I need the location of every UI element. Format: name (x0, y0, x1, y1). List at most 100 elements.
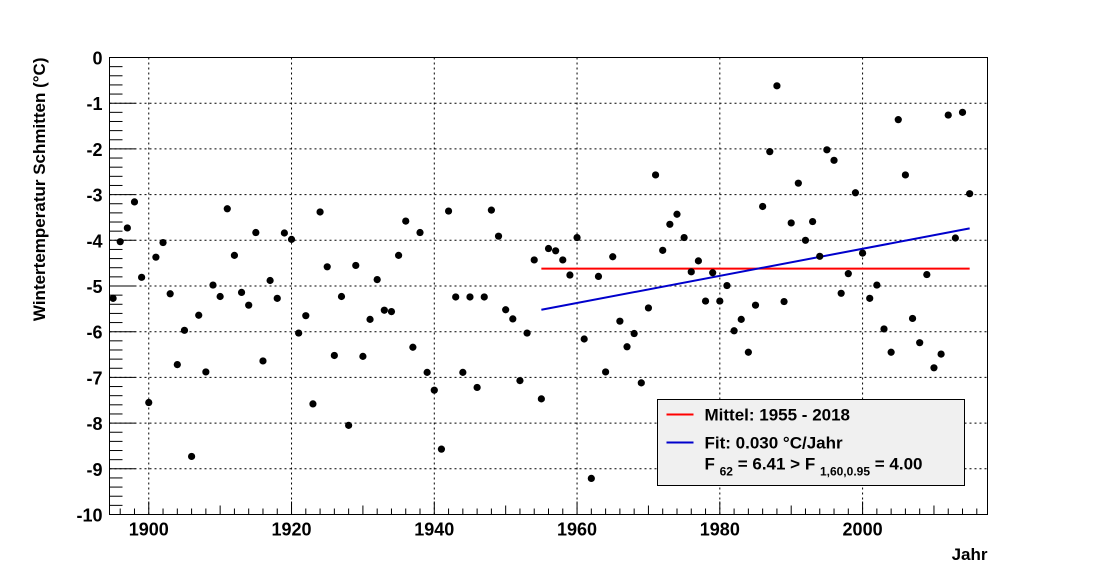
data-point (830, 156, 838, 164)
data-point (259, 357, 267, 365)
fit-line (541, 227, 970, 311)
data-point (252, 228, 260, 237)
data-point (602, 368, 610, 376)
data-point (866, 294, 874, 302)
data-point (787, 219, 795, 227)
y-tick-label: 0 (92, 49, 102, 69)
data-point (523, 329, 531, 337)
legend-mean-label: Mittel: 1955 - 2018 (705, 406, 851, 425)
data-point (587, 474, 595, 482)
data-point (387, 307, 396, 316)
data-point (794, 179, 802, 187)
data-point (759, 202, 767, 211)
data-point (459, 368, 467, 376)
data-point (287, 235, 296, 243)
data-point (402, 217, 410, 225)
data-point (873, 281, 881, 289)
data-point (680, 233, 688, 242)
data-point (466, 293, 474, 301)
data-point (295, 329, 303, 337)
data-point (430, 386, 438, 394)
data-point (216, 292, 224, 301)
y-tick-label: -10 (76, 506, 102, 526)
data-point (166, 290, 174, 298)
data-point (616, 317, 624, 325)
data-point (494, 232, 503, 240)
y-tick-label: -9 (86, 460, 102, 480)
data-point (744, 348, 752, 356)
data-point (673, 210, 681, 218)
x-tick-label: 2000 (843, 520, 883, 540)
x-tick-labels: 1900 1920 1940 1960 1980 2000 (129, 520, 883, 540)
data-point (380, 306, 388, 314)
ftest-df: 62 (720, 465, 734, 479)
x-tick-label: 1980 (700, 520, 740, 540)
data-point (145, 398, 153, 407)
legend: Mittel: 1955 - 2018 Fit: 0.030 °C/Jahr F… (657, 399, 965, 486)
data-point (373, 276, 381, 284)
data-point (951, 234, 959, 242)
data-point (651, 171, 660, 179)
legend-ftest-label: F 62 = 6.41 > F 1,60,0.95 = 4.00 (705, 455, 923, 480)
ftest-end: = 4.00 (875, 455, 923, 474)
data-point (780, 297, 788, 306)
data-point (330, 351, 338, 360)
data-point (487, 206, 495, 214)
y-tick-labels: 0 -1 -2 -3 -4 -5 -6 -7 -8 -9 -10 (76, 49, 102, 526)
data-point (138, 273, 146, 281)
data-point (594, 272, 603, 281)
data-point (966, 190, 974, 198)
data-point (844, 270, 852, 278)
data-point (337, 292, 346, 301)
data-point (245, 301, 253, 309)
data-point (944, 111, 952, 119)
data-point (437, 445, 446, 453)
data-point (152, 253, 160, 261)
data-point (394, 251, 403, 259)
data-point (687, 268, 695, 276)
data-point (766, 148, 774, 156)
axis-ticks (109, 57, 978, 515)
data-point (509, 315, 517, 323)
data-point (751, 301, 760, 309)
data-point (452, 293, 460, 301)
data-point (801, 236, 810, 244)
data-point (266, 276, 274, 285)
data-point (923, 270, 931, 279)
data-point (809, 217, 817, 226)
data-point (737, 315, 745, 323)
y-tick-label: -2 (86, 140, 102, 160)
data-point (823, 146, 831, 154)
data-point (694, 257, 703, 265)
y-tick-label: -5 (86, 277, 102, 297)
data-point (837, 289, 845, 297)
data-point (316, 208, 324, 216)
x-tick-label: 1920 (272, 520, 312, 540)
data-point (502, 306, 510, 314)
ftest-crit-sub: 1,60,0.95 (820, 465, 870, 479)
data-point (173, 361, 181, 369)
data-point (444, 207, 453, 215)
data-point (416, 228, 424, 237)
y-tick-label: -8 (86, 414, 102, 434)
y-tick-label: -7 (86, 368, 102, 388)
data-point (187, 452, 196, 461)
y-axis-title: Wintertemperatur Schmitten (°C) (30, 58, 49, 322)
data-point (480, 293, 488, 301)
trend-lines (541, 227, 970, 311)
data-point (709, 269, 717, 277)
data-point (159, 238, 167, 247)
data-point (609, 253, 617, 261)
data-point (659, 246, 667, 254)
data-point (916, 339, 924, 347)
legend-fit-label: Fit: 0.030 °C/Jahr (705, 434, 844, 453)
data-point (544, 244, 553, 253)
data-point (666, 220, 674, 228)
data-point (202, 368, 210, 376)
data-point (630, 329, 638, 338)
data-point (530, 256, 538, 264)
data-point (195, 311, 203, 319)
data-point (580, 335, 588, 343)
data-point (723, 281, 731, 290)
